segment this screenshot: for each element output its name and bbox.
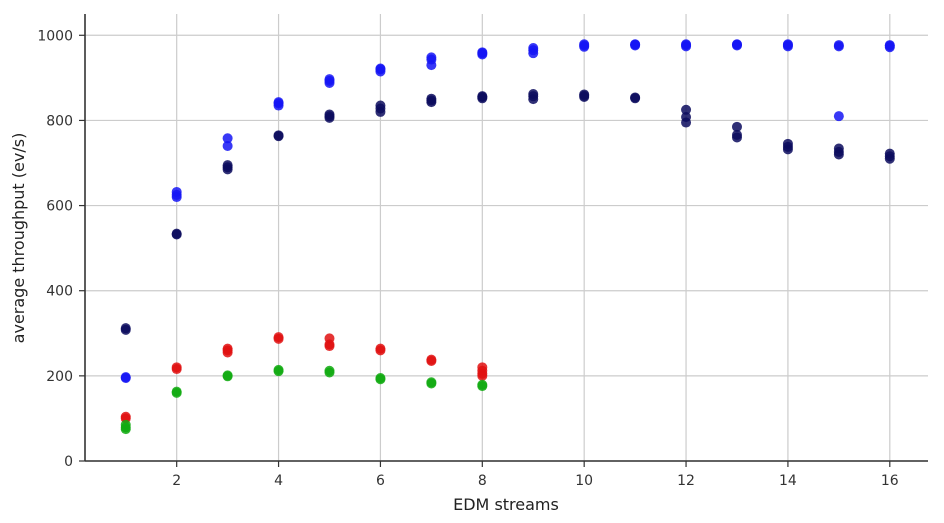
x-tick-label: 6 xyxy=(376,473,385,489)
data-point xyxy=(681,104,692,115)
data-point xyxy=(477,362,488,373)
data-point xyxy=(477,91,488,102)
data-point xyxy=(222,140,233,151)
x-tick-label: 4 xyxy=(274,473,283,489)
x-tick-label: 16 xyxy=(881,473,899,489)
data-point xyxy=(731,129,742,140)
data-point xyxy=(120,323,131,334)
data-point xyxy=(579,89,590,100)
y-tick-label: 600 xyxy=(46,199,73,215)
data-point xyxy=(579,39,590,50)
data-point xyxy=(324,333,335,344)
data-point xyxy=(273,364,284,375)
data-point xyxy=(681,112,692,123)
data-point xyxy=(171,362,182,373)
x-axis-label: EDM streams xyxy=(453,495,559,514)
data-point xyxy=(171,228,182,239)
data-point xyxy=(884,40,895,51)
data-point xyxy=(222,133,233,144)
data-point xyxy=(375,343,386,354)
data-point xyxy=(222,370,233,381)
y-tick-label: 200 xyxy=(46,369,73,385)
data-point xyxy=(120,372,131,383)
y-tick-label: 0 xyxy=(64,454,73,470)
data-point xyxy=(273,97,284,108)
data-points xyxy=(120,39,895,435)
x-tick-label: 14 xyxy=(779,473,797,489)
y-tick-label: 400 xyxy=(46,284,73,300)
data-point xyxy=(426,377,437,388)
data-point xyxy=(833,40,844,51)
data-point xyxy=(731,121,742,132)
data-point xyxy=(833,143,844,154)
data-point xyxy=(426,52,437,63)
data-point xyxy=(731,39,742,50)
data-point xyxy=(375,100,386,111)
axes xyxy=(79,14,928,467)
data-point xyxy=(120,411,131,422)
y-tick-label: 800 xyxy=(46,113,73,129)
data-point xyxy=(630,92,641,103)
x-tick-label: 12 xyxy=(677,473,695,489)
data-point xyxy=(426,354,437,365)
data-point xyxy=(273,332,284,343)
data-point xyxy=(426,93,437,104)
data-point xyxy=(171,186,182,197)
y-tick-label: 1000 xyxy=(37,28,73,44)
tick-labels: 2 4 6 8 10 12 14 16 0 200 400 600 800 1000 xyxy=(37,28,898,489)
data-point xyxy=(222,343,233,354)
data-point xyxy=(477,47,488,58)
data-point xyxy=(324,365,335,376)
data-point xyxy=(681,39,692,50)
data-point xyxy=(324,74,335,85)
data-point xyxy=(375,372,386,383)
data-point xyxy=(833,111,844,122)
data-point xyxy=(477,379,488,390)
data-point xyxy=(273,130,284,141)
data-point xyxy=(528,89,539,100)
data-point xyxy=(630,39,641,50)
x-tick-label: 8 xyxy=(478,473,487,489)
grid-lines xyxy=(85,14,928,462)
x-tick-label: 2 xyxy=(172,473,181,489)
data-point xyxy=(324,109,335,120)
data-point xyxy=(222,160,233,171)
data-point xyxy=(120,419,131,430)
data-point xyxy=(171,386,182,397)
data-point xyxy=(375,63,386,74)
data-point xyxy=(884,148,895,159)
x-tick-label: 10 xyxy=(575,473,593,489)
data-point xyxy=(782,39,793,50)
data-point xyxy=(528,43,539,54)
data-point xyxy=(782,138,793,149)
y-axis-label: average throughput (ev/s) xyxy=(9,133,28,344)
